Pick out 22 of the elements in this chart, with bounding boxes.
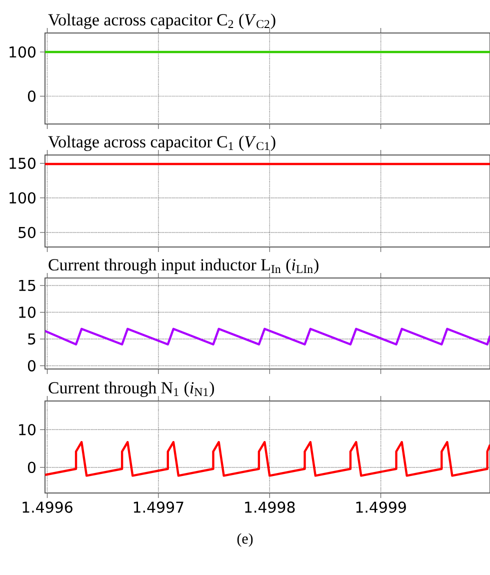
y-tick-label: 50	[18, 226, 36, 238]
chart-title: Voltage across capacitor C$_{1}$ (V$_{C1}$)	[48, 136, 276, 152]
chart-title: Current through input inductor L$_{In}$ (i$_{LIn}$)	[48, 258, 318, 274]
x-tick-label: 1.4998	[245, 502, 295, 513]
y-tick-label: 0	[28, 90, 36, 102]
line-series	[45, 441, 490, 477]
y-tick-label: 5	[28, 333, 36, 345]
chart-title: Voltage across capacitor C$_{2}$ (V$_{C2}$)	[48, 14, 276, 30]
chart-title: Current through N$_{1}$ (i$_{N1}$)	[48, 382, 214, 398]
x-tick-label: 1.4999	[356, 502, 406, 513]
y-tick-label: 100	[10, 46, 36, 58]
x-tick-label: 1.4997	[134, 502, 184, 513]
y-tick-label: 150	[10, 158, 36, 169]
y-tick-label: 0	[28, 462, 36, 474]
y-tick-label: 10	[19, 306, 36, 318]
y-tick-label: 10	[19, 424, 36, 436]
y-tick-label: 100	[10, 192, 36, 204]
y-tick-label: 15	[19, 280, 36, 292]
line-series	[45, 328, 490, 346]
text: (e)	[237, 533, 253, 547]
y-tick-label: 0	[28, 360, 36, 372]
x-tick-label: 1.4996	[22, 502, 72, 513]
